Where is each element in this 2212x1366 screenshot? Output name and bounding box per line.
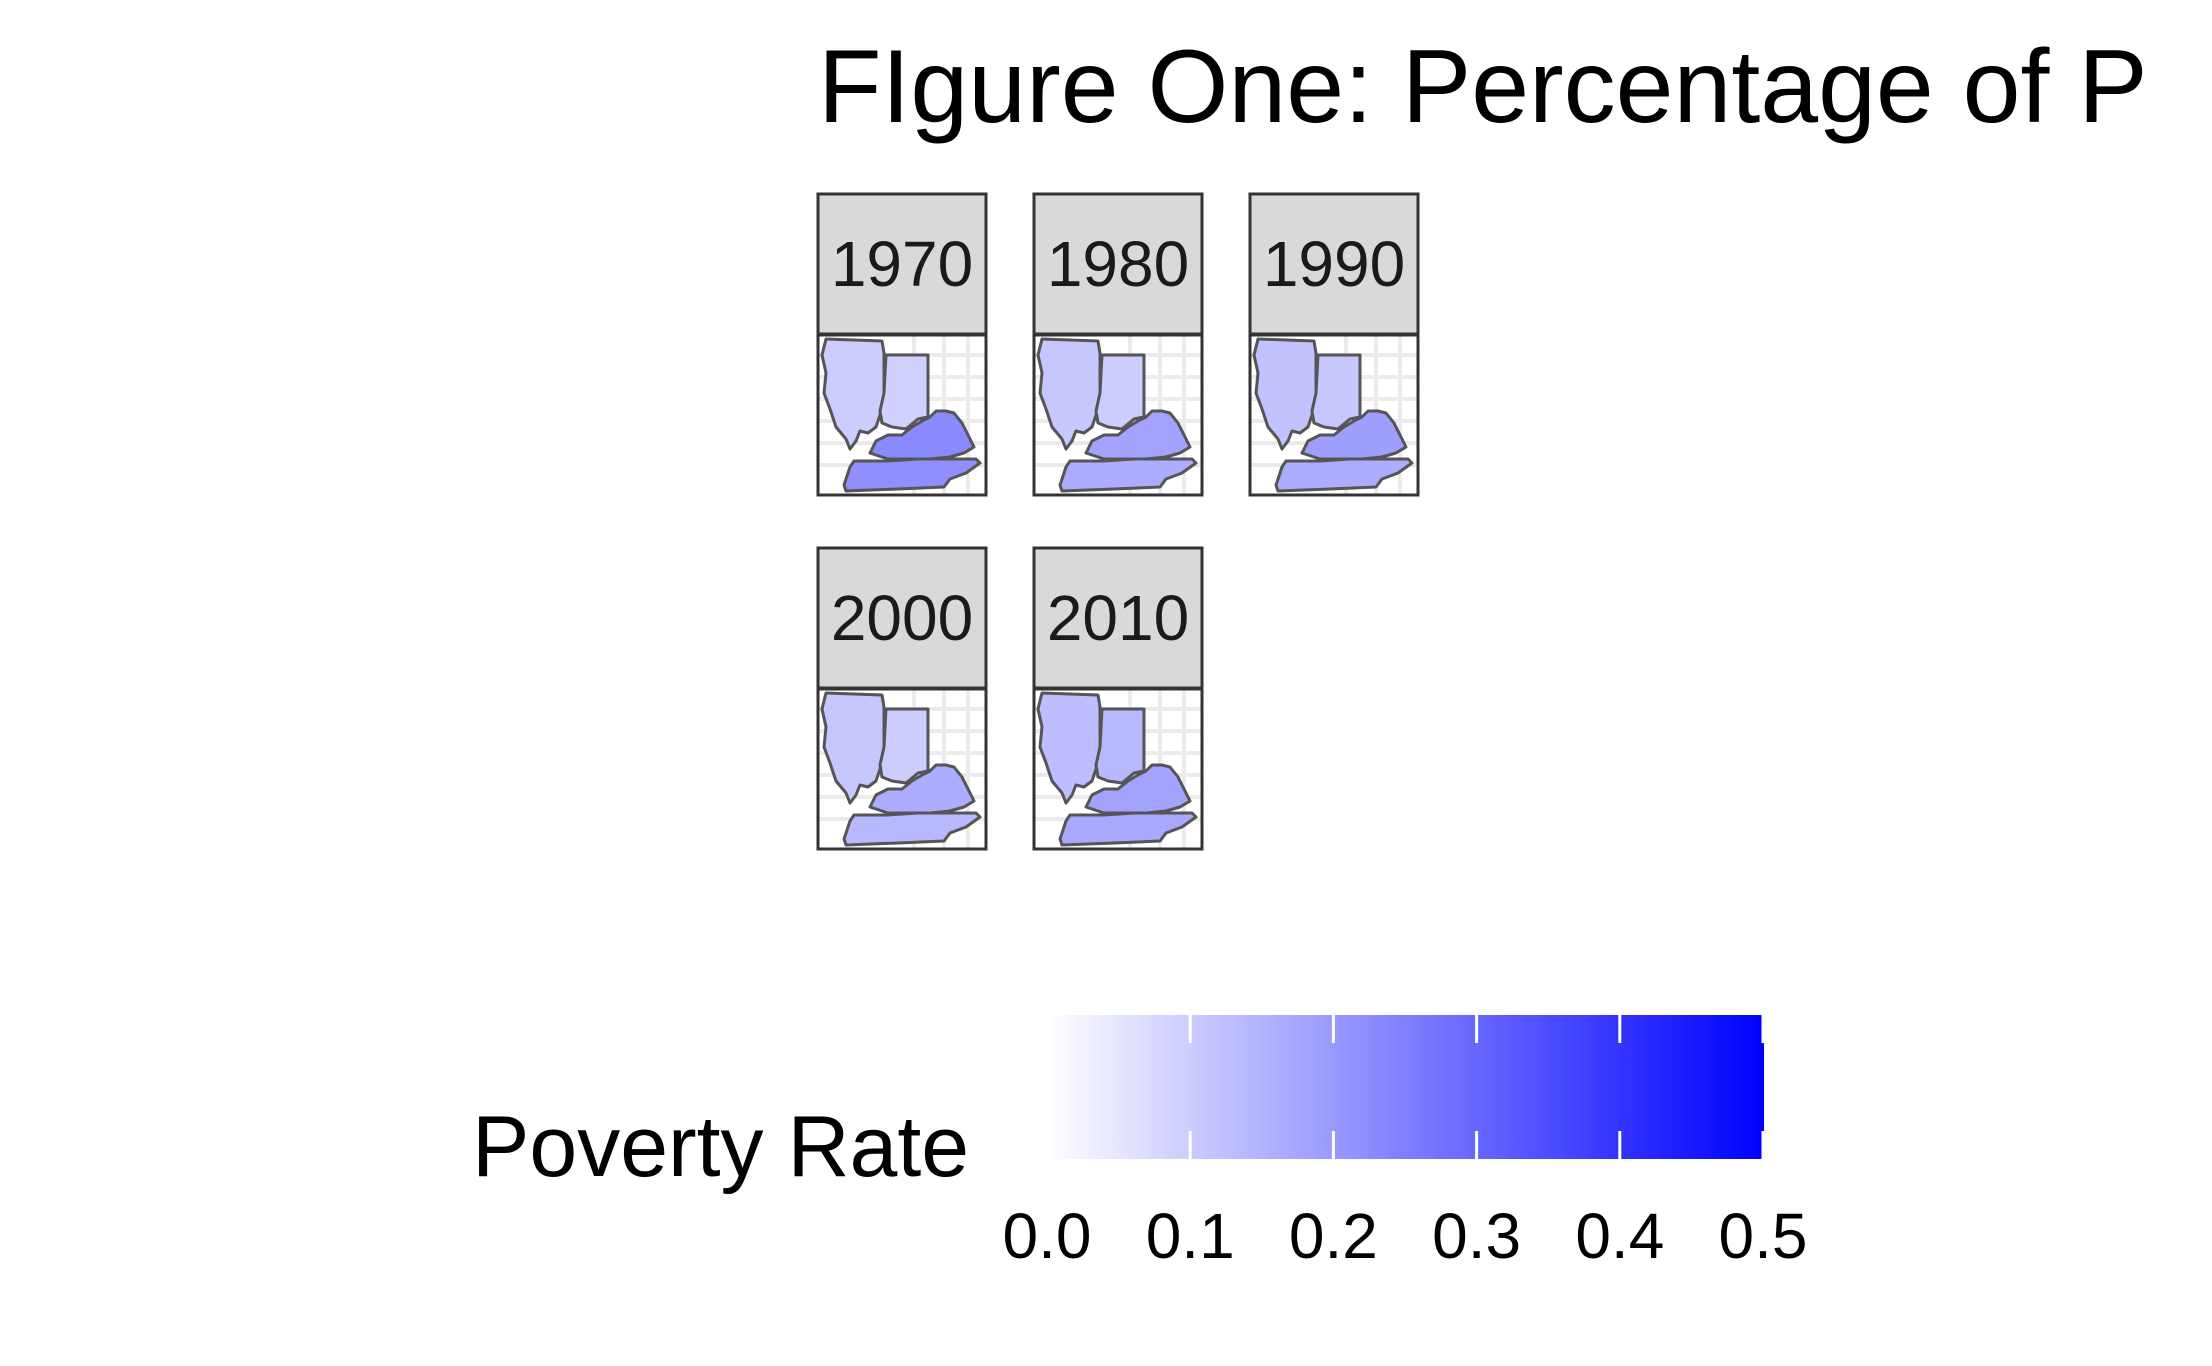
legend-title: Poverty Rate xyxy=(472,1099,969,1195)
legend-tick-label: 0.0 xyxy=(1003,1200,1092,1272)
region-indiana xyxy=(1094,707,1146,785)
legend-ticks: 0.0 0.1 0.2 0.3 0.4 0.5 xyxy=(1003,1015,1808,1272)
legend-tick-label: 0.3 xyxy=(1432,1200,1521,1272)
facet-strip xyxy=(1032,192,1204,336)
region-tennessee xyxy=(1058,457,1198,493)
facet-label: 2010 xyxy=(1047,582,1189,654)
facet-map xyxy=(1248,333,1420,497)
facet-border xyxy=(1032,333,1204,497)
facet-panel-2000: 2000 xyxy=(816,546,988,851)
region-tennessee xyxy=(842,811,982,847)
facet-label: 1990 xyxy=(1263,228,1405,300)
facet-panel-2010: 2010 xyxy=(1032,546,1204,851)
facet-panel-1990: 1990 xyxy=(1248,192,1420,497)
legend-tick-label: 0.1 xyxy=(1146,1200,1235,1272)
facet-map xyxy=(1032,687,1204,851)
facet-border xyxy=(816,333,988,497)
legend-tick-label: 0.4 xyxy=(1575,1200,1664,1272)
facet-panel-1970: 1970 xyxy=(816,192,988,497)
region-indiana xyxy=(878,353,930,431)
facet-border xyxy=(1032,687,1204,851)
region-tennessee xyxy=(1058,811,1198,847)
chart-title: FIgure One: Percentage of P xyxy=(818,29,2148,145)
facet-border xyxy=(1248,333,1420,497)
facet-label: 2000 xyxy=(831,582,973,654)
facet-label: 1980 xyxy=(1047,228,1189,300)
region-indiana xyxy=(878,707,930,785)
facet-label: 1970 xyxy=(831,228,973,300)
facet-map xyxy=(1032,333,1204,497)
region-tennessee xyxy=(842,457,982,493)
legend: Poverty Rate 0.0 0.1 0.2 0.3 0.4 0.5 xyxy=(472,1015,1807,1272)
facet-grid: 1970 1980 1990 2000 2010 xyxy=(816,192,1420,851)
facet-strip xyxy=(1248,192,1420,336)
facet-border xyxy=(816,687,988,851)
facet-strip xyxy=(1032,546,1204,690)
facet-strip xyxy=(816,192,988,336)
region-indiana xyxy=(1310,353,1362,431)
region-tennessee xyxy=(1274,457,1414,493)
legend-tick-label: 0.5 xyxy=(1719,1200,1808,1272)
facet-panel-1980: 1980 xyxy=(1032,192,1204,497)
legend-colorbar xyxy=(1046,1015,1764,1159)
facet-map xyxy=(816,333,988,497)
facet-map xyxy=(816,687,988,851)
facet-strip xyxy=(816,546,988,690)
legend-tick-label: 0.2 xyxy=(1289,1200,1378,1272)
region-indiana xyxy=(1094,353,1146,431)
